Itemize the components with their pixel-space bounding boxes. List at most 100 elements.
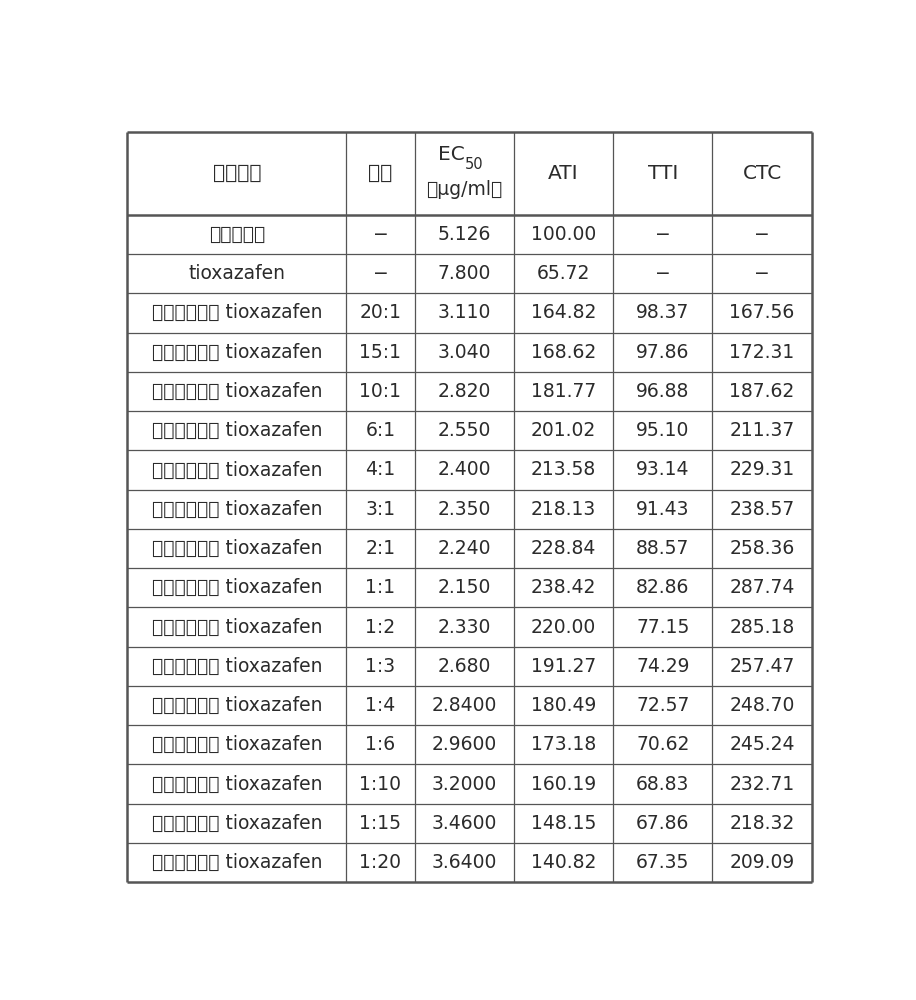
Text: 氟吵菌酰胺： tioxazafen: 氟吵菌酰胺： tioxazafen <box>151 657 322 676</box>
Text: EC: EC <box>438 145 464 164</box>
Text: 2.150: 2.150 <box>438 578 491 597</box>
Text: 220.00: 220.00 <box>531 618 596 637</box>
Text: TTI: TTI <box>648 164 678 183</box>
Text: −: − <box>754 225 769 244</box>
Text: 3:1: 3:1 <box>365 500 396 519</box>
Text: 1:10: 1:10 <box>359 775 401 794</box>
Text: 228.84: 228.84 <box>531 539 596 558</box>
Text: 供试药剂: 供试药剂 <box>213 164 261 183</box>
Text: 258.36: 258.36 <box>729 539 795 558</box>
Text: 氟吵菌酰胺： tioxazafen: 氟吵菌酰胺： tioxazafen <box>151 696 322 715</box>
Text: 2.350: 2.350 <box>438 500 491 519</box>
Text: 3.6400: 3.6400 <box>431 853 497 872</box>
Text: 2.330: 2.330 <box>438 618 491 637</box>
Text: 2.240: 2.240 <box>438 539 491 558</box>
Text: 50: 50 <box>464 157 483 172</box>
Text: 180.49: 180.49 <box>531 696 596 715</box>
Text: 229.31: 229.31 <box>729 460 795 479</box>
Text: 2.680: 2.680 <box>438 657 491 676</box>
Text: 5.126: 5.126 <box>438 225 491 244</box>
Text: 245.24: 245.24 <box>729 735 795 754</box>
Text: 氟吵菌酰胺： tioxazafen: 氟吵菌酰胺： tioxazafen <box>151 303 322 322</box>
Text: 257.47: 257.47 <box>729 657 795 676</box>
Text: 172.31: 172.31 <box>729 343 795 362</box>
Text: 68.83: 68.83 <box>636 775 690 794</box>
Text: 100.00: 100.00 <box>531 225 596 244</box>
Text: −: − <box>655 225 671 244</box>
Text: 20:1: 20:1 <box>359 303 401 322</box>
Text: 1:1: 1:1 <box>365 578 396 597</box>
Text: 67.35: 67.35 <box>636 853 690 872</box>
Text: tioxazafen: tioxazafen <box>189 264 285 283</box>
Text: 232.71: 232.71 <box>729 775 795 794</box>
Text: 氟吵菌酰胺： tioxazafen: 氟吵菌酰胺： tioxazafen <box>151 814 322 833</box>
Text: 77.15: 77.15 <box>636 618 690 637</box>
Text: 213.58: 213.58 <box>531 460 596 479</box>
Text: −: − <box>373 264 388 283</box>
Text: 238.57: 238.57 <box>729 500 795 519</box>
Text: 15:1: 15:1 <box>359 343 401 362</box>
Text: 187.62: 187.62 <box>729 382 795 401</box>
Text: 配比: 配比 <box>368 164 393 183</box>
Text: 211.37: 211.37 <box>729 421 795 440</box>
Text: 82.86: 82.86 <box>636 578 690 597</box>
Text: 1:6: 1:6 <box>365 735 396 754</box>
Text: 1:2: 1:2 <box>365 618 396 637</box>
Text: 氟吵菌酰胺： tioxazafen: 氟吵菌酰胺： tioxazafen <box>151 421 322 440</box>
Text: 173.18: 173.18 <box>531 735 596 754</box>
Text: 97.86: 97.86 <box>636 343 690 362</box>
Text: 201.02: 201.02 <box>531 421 596 440</box>
Text: 98.37: 98.37 <box>636 303 690 322</box>
Text: −: − <box>655 264 671 283</box>
Text: 209.09: 209.09 <box>729 853 795 872</box>
Text: 氟吵菌酰胺： tioxazafen: 氟吵菌酰胺： tioxazafen <box>151 735 322 754</box>
Text: 氟吵菌酰胺： tioxazafen: 氟吵菌酰胺： tioxazafen <box>151 343 322 362</box>
Text: 6:1: 6:1 <box>365 421 396 440</box>
Text: 65.72: 65.72 <box>537 264 590 283</box>
Text: 72.57: 72.57 <box>636 696 690 715</box>
Text: 7.800: 7.800 <box>438 264 491 283</box>
Text: 1:4: 1:4 <box>365 696 396 715</box>
Text: 238.42: 238.42 <box>531 578 596 597</box>
Text: 218.32: 218.32 <box>729 814 795 833</box>
Text: 1:3: 1:3 <box>365 657 396 676</box>
Text: 164.82: 164.82 <box>531 303 596 322</box>
Text: 3.040: 3.040 <box>438 343 491 362</box>
Text: 191.27: 191.27 <box>531 657 596 676</box>
Text: 2.820: 2.820 <box>438 382 491 401</box>
Text: 95.10: 95.10 <box>636 421 690 440</box>
Text: −: − <box>754 264 769 283</box>
Text: 148.15: 148.15 <box>531 814 596 833</box>
Text: 2.9600: 2.9600 <box>431 735 497 754</box>
Text: （μg/ml）: （μg/ml） <box>426 180 503 199</box>
Text: 74.29: 74.29 <box>636 657 690 676</box>
Text: 2.550: 2.550 <box>438 421 491 440</box>
Text: 3.4600: 3.4600 <box>431 814 497 833</box>
Text: 285.18: 285.18 <box>729 618 795 637</box>
Text: 181.77: 181.77 <box>531 382 596 401</box>
Text: 91.43: 91.43 <box>636 500 690 519</box>
Text: 1:15: 1:15 <box>359 814 401 833</box>
Text: 氟吵菌酰胺: 氟吵菌酰胺 <box>209 225 265 244</box>
Text: 2.8400: 2.8400 <box>431 696 497 715</box>
Text: 67.86: 67.86 <box>636 814 690 833</box>
Text: 3.110: 3.110 <box>438 303 491 322</box>
Text: CTC: CTC <box>742 164 781 183</box>
Text: 2.400: 2.400 <box>438 460 491 479</box>
Text: 氟吵菌酰胺： tioxazafen: 氟吵菌酰胺： tioxazafen <box>151 460 322 479</box>
Text: −: − <box>373 225 388 244</box>
Text: 88.57: 88.57 <box>636 539 690 558</box>
Text: 2:1: 2:1 <box>365 539 396 558</box>
Text: 氟吵菌酰胺： tioxazafen: 氟吵菌酰胺： tioxazafen <box>151 775 322 794</box>
Text: 氟吵菌酰胺： tioxazafen: 氟吵菌酰胺： tioxazafen <box>151 539 322 558</box>
Text: 氟吵菌酰胺： tioxazafen: 氟吵菌酰胺： tioxazafen <box>151 618 322 637</box>
Text: 氟吵菌酰胺： tioxazafen: 氟吵菌酰胺： tioxazafen <box>151 853 322 872</box>
Text: 4:1: 4:1 <box>365 460 396 479</box>
Text: 70.62: 70.62 <box>636 735 690 754</box>
Text: 287.74: 287.74 <box>729 578 795 597</box>
Text: 氟吵菌酰胺： tioxazafen: 氟吵菌酰胺： tioxazafen <box>151 382 322 401</box>
Text: 3.2000: 3.2000 <box>431 775 497 794</box>
Text: ATI: ATI <box>549 164 579 183</box>
Text: 160.19: 160.19 <box>531 775 596 794</box>
Text: 氟吵菌酰胺： tioxazafen: 氟吵菌酰胺： tioxazafen <box>151 578 322 597</box>
